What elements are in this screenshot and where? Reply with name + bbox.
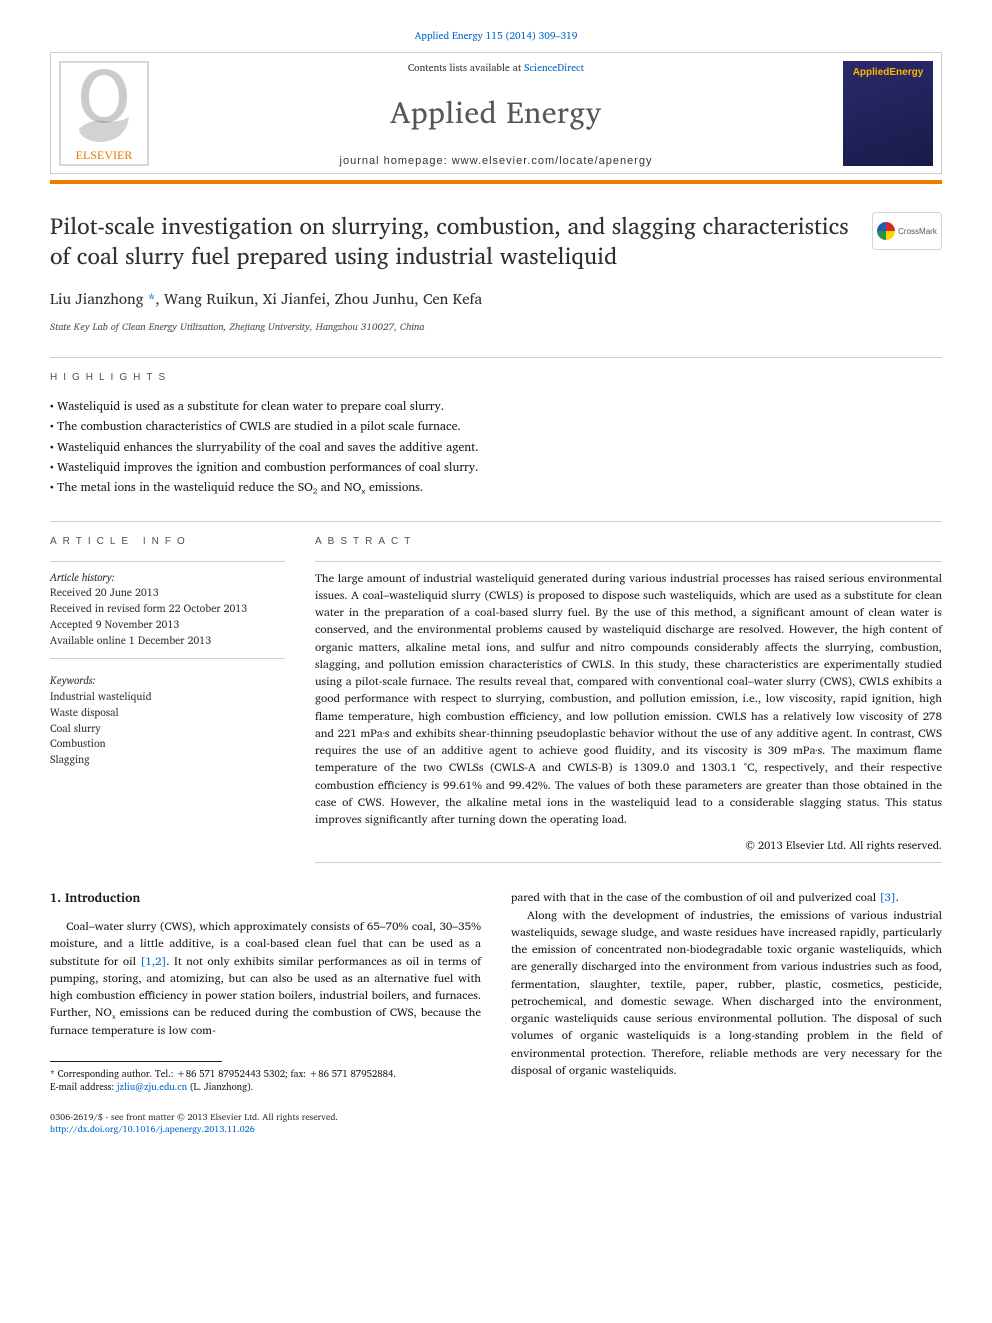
highlight-item: The combustion characteristics of CWLS a…	[50, 417, 942, 437]
ref-link[interactable]: [3]	[880, 888, 896, 907]
rule-abs-top	[315, 561, 942, 562]
history-item: Available online 1 December 2013	[50, 633, 285, 649]
homepage-line: journal homepage: www.elsevier.com/locat…	[340, 155, 653, 167]
info-abstract-row: ARTICLE INFO Article history: Received 2…	[50, 536, 942, 864]
header-center: Contents lists available at ScienceDirec…	[340, 60, 653, 167]
highlight-item: Wasteliquid is used as a substitute for …	[50, 397, 942, 417]
corr-text: * Corresponding author. Tel.: +86 571 87…	[50, 1068, 481, 1081]
highlight-item: Wasteliquid improves the ignition and co…	[50, 458, 942, 478]
rule-abs-bot	[315, 862, 942, 863]
rule-info-top	[50, 561, 285, 562]
journal-cover-thumb[interactable]: AppliedEnergy	[843, 61, 933, 166]
body-col-left: 1. Introduction Coal–water slurry (CWS),…	[50, 889, 481, 1094]
journal-title: Applied Energy	[340, 88, 653, 137]
highlights-section: HIGHLIGHTS Wasteliquid is used as a subs…	[50, 372, 942, 499]
body-col-right: pared with that in the case of the combu…	[511, 889, 942, 1094]
email-suffix: (L. Jianzhong).	[187, 1080, 253, 1095]
corr-footnote: * Corresponding author. Tel.: +86 571 87…	[50, 1068, 481, 1095]
contents-line: Contents lists available at ScienceDirec…	[340, 60, 653, 76]
highlights-list: Wasteliquid is used as a substitute for …	[50, 397, 942, 499]
highlight-item: Wasteliquid enhances the slurryability o…	[50, 438, 942, 458]
author-rest: , Wang Ruikun, Xi Jianfei, Zhou Junhu, C…	[155, 286, 482, 311]
affiliation: State Key Lab of Clean Energy Utilizatio…	[50, 319, 942, 335]
body-paragraph: Coal–water slurry (CWS), which approxima…	[50, 918, 481, 1039]
body-paragraph: pared with that in the case of the combu…	[511, 889, 942, 906]
contents-prefix: Contents lists available at	[408, 60, 524, 76]
sciencedirect-link[interactable]: ScienceDirect	[524, 60, 584, 76]
article-info-heading: ARTICLE INFO	[50, 536, 285, 547]
footnote-separator	[50, 1061, 222, 1062]
ref-link[interactable]: [1,2]	[140, 952, 166, 971]
abstract-col: ABSTRACT The large amount of industrial …	[315, 536, 942, 864]
citation-anchor[interactable]: Applied Energy 115 (2014) 309–319	[415, 28, 578, 44]
article-title: Pilot-scale investigation on slurrying, …	[50, 212, 872, 272]
title-row: Pilot-scale investigation on slurrying, …	[50, 212, 942, 272]
rule-1	[50, 357, 942, 358]
homepage-url[interactable]: www.elsevier.com/locate/apenergy	[452, 155, 653, 167]
elsevier-word: ELSEVIER	[76, 148, 133, 162]
highlights-heading: HIGHLIGHTS	[50, 372, 942, 383]
authors-line: Liu Jianzhong *, Wang Ruikun, Xi Jianfei…	[50, 286, 942, 311]
orange-bar	[50, 180, 942, 184]
section-1-title: 1. Introduction	[50, 889, 481, 908]
keyword: Slagging	[50, 752, 285, 768]
crossmark-badge[interactable]: CrossMark	[872, 212, 942, 250]
elsevier-logo[interactable]: ELSEVIER	[59, 61, 149, 166]
footer-doi-link[interactable]: http://dx.doi.org/10.1016/j.apenergy.201…	[50, 1121, 255, 1136]
corr-email-link[interactable]: jzliu@zju.edu.cn	[117, 1080, 187, 1095]
body-columns: 1. Introduction Coal–water slurry (CWS),…	[50, 889, 942, 1094]
citation-link: Applied Energy 115 (2014) 309–319	[50, 28, 942, 44]
crossmark-label: CrossMark	[898, 227, 937, 236]
email-label: E-mail address:	[50, 1080, 117, 1095]
abstract-text: The large amount of industrial wasteliqu…	[315, 570, 942, 829]
homepage-prefix: journal homepage:	[340, 155, 452, 167]
abstract-copyright: © 2013 Elsevier Ltd. All rights reserved…	[315, 836, 942, 854]
article-info-block: Article history: Received 20 June 2013 R…	[50, 570, 285, 768]
highlight-item: The metal ions in the wasteliquid reduce…	[50, 478, 942, 498]
crossmark-icon	[877, 222, 895, 240]
footer: 0306-2619/$ - see front matter © 2013 El…	[50, 1111, 942, 1136]
article-info-col: ARTICLE INFO Article history: Received 2…	[50, 536, 285, 864]
rule-info-mid	[50, 658, 285, 659]
cover-label: AppliedEnergy	[853, 67, 924, 78]
author-1: Liu Jianzhong	[50, 286, 143, 311]
abstract-heading: ABSTRACT	[315, 536, 942, 547]
journal-header-box: ELSEVIER Contents lists available at Sci…	[50, 52, 942, 174]
body-paragraph: Along with the development of industries…	[511, 907, 942, 1080]
rule-2	[50, 521, 942, 522]
